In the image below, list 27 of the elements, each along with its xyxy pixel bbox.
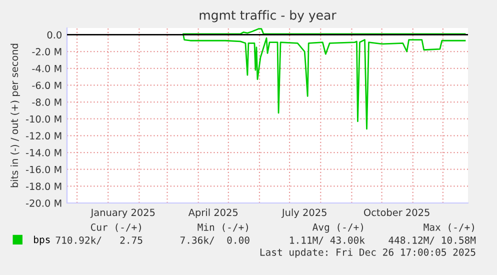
x-tick-label: January 2025 — [90, 208, 155, 218]
legend-label: bps — [34, 236, 50, 246]
y-tick-label: -16.0 M — [26, 166, 62, 174]
text: Last update: Fri Dec 26 17:00:05 2025 — [260, 248, 476, 258]
y-tick-label: -6.0 M — [32, 82, 62, 90]
y-tick-label: -10.0 M — [26, 115, 62, 123]
y-tick-label: -4.0 M — [32, 64, 62, 72]
y-tick-label: -14.0 M — [26, 148, 62, 156]
text: 710.92k/ 2.75 — [56, 236, 142, 245]
y-tick-label: 0.0 — [47, 31, 62, 39]
text: 7.36k/ 0.00 — [180, 236, 250, 245]
text: 448.12M/ 10.58M — [388, 236, 476, 245]
chart-title: mgmt traffic - by year — [200, 10, 336, 22]
text: Cur (-/+) — [90, 223, 141, 232]
y-tick-label: -2.0 M — [32, 48, 62, 56]
x-tick-label: July 2025 — [281, 208, 326, 218]
y-tick-label: -12.0 M — [26, 132, 62, 140]
x-tick-label: April 2025 — [188, 208, 238, 218]
text: Min (-/+) — [198, 223, 248, 232]
y-tick-label: -8.0 M — [32, 98, 62, 106]
x-tick-label: October 2025 — [364, 208, 430, 216]
y-tick-label: -18.0 M — [26, 182, 62, 190]
y-axis-title: bits in (-) / out (+) per second — [10, 44, 20, 188]
text: Max (-/+) — [424, 223, 474, 232]
y-tick-label: -20.0 M — [26, 199, 62, 207]
text: Avg (-/+) — [312, 223, 363, 233]
text: 1.11M/ 43.00k — [290, 236, 365, 245]
